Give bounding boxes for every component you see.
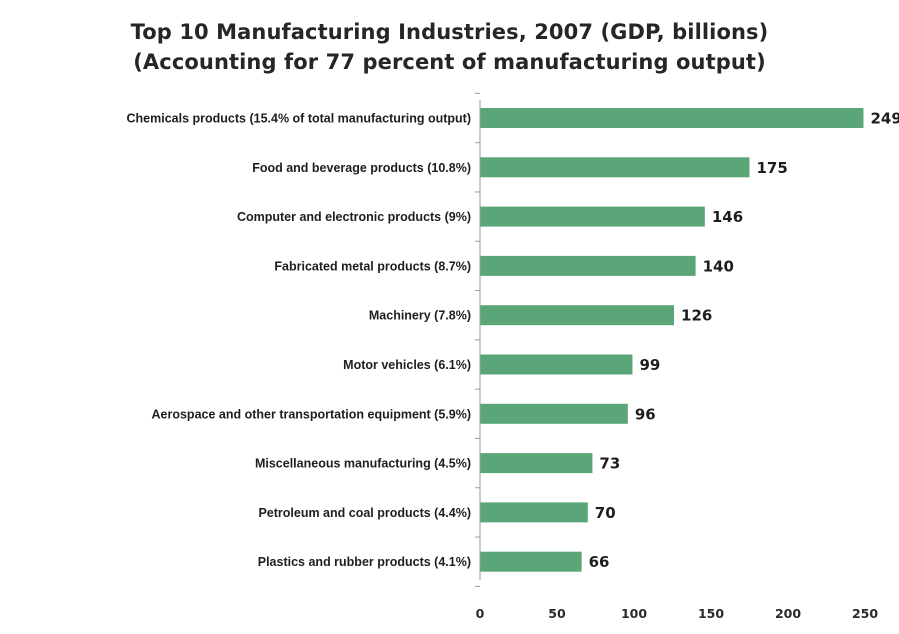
data-label: 146 <box>712 208 743 226</box>
data-label: 126 <box>681 307 712 325</box>
category-label: Miscellaneous manufacturing (4.5%) <box>255 457 471 471</box>
category-label: Fabricated metal products (8.7%) <box>274 259 471 273</box>
x-axis-tick-labels: 0 50 100 150 200 250 <box>476 606 879 621</box>
category-label: Chemicals products (15.4% of total manuf… <box>127 112 471 126</box>
bar <box>480 108 864 128</box>
x-tick-label: 200 <box>775 606 801 621</box>
bar <box>480 206 705 227</box>
x-tick-label: 100 <box>621 606 647 621</box>
data-label: 73 <box>599 455 620 473</box>
data-label: 66 <box>589 553 610 571</box>
category-label: Plastics and rubber products (4.1%) <box>258 555 471 569</box>
chart-subtitle: (Accounting for 77 percent of manufactur… <box>133 50 766 74</box>
category-label: Food and beverage products (10.8%) <box>252 161 471 175</box>
category-labels: Chemicals products (15.4% of total manuf… <box>127 112 471 570</box>
data-label: 140 <box>703 257 734 275</box>
category-label: Petroleum and coal products (4.4%) <box>258 506 471 520</box>
x-tick-label: 250 <box>852 606 878 621</box>
x-tick-label: 150 <box>698 606 724 621</box>
data-label: 70 <box>595 504 616 522</box>
y-axis-ticks <box>475 92 480 587</box>
data-label: 96 <box>635 405 656 423</box>
bar <box>480 453 593 474</box>
bar <box>480 403 628 424</box>
bar <box>480 502 588 523</box>
data-label: 249 <box>870 110 899 128</box>
bar <box>480 157 750 178</box>
category-label: Aerospace and other transportation equip… <box>152 407 472 421</box>
x-tick-label: 50 <box>548 606 566 621</box>
category-label: Machinery (7.8%) <box>369 309 471 323</box>
bar <box>480 354 633 375</box>
data-label: 99 <box>639 356 660 374</box>
bars <box>480 108 864 572</box>
bar <box>480 551 582 572</box>
x-tick-label: 0 <box>476 606 485 621</box>
category-label: Motor vehicles (6.1%) <box>343 358 471 372</box>
data-labels: 249 175 146 140 126 99 96 73 70 66 <box>589 110 899 572</box>
chart-title: Top 10 Manufacturing Industries, 2007 (G… <box>130 20 769 44</box>
bar <box>480 305 675 326</box>
bar <box>480 255 696 276</box>
category-label: Computer and electronic products (9%) <box>237 210 471 224</box>
data-label: 175 <box>757 159 788 177</box>
